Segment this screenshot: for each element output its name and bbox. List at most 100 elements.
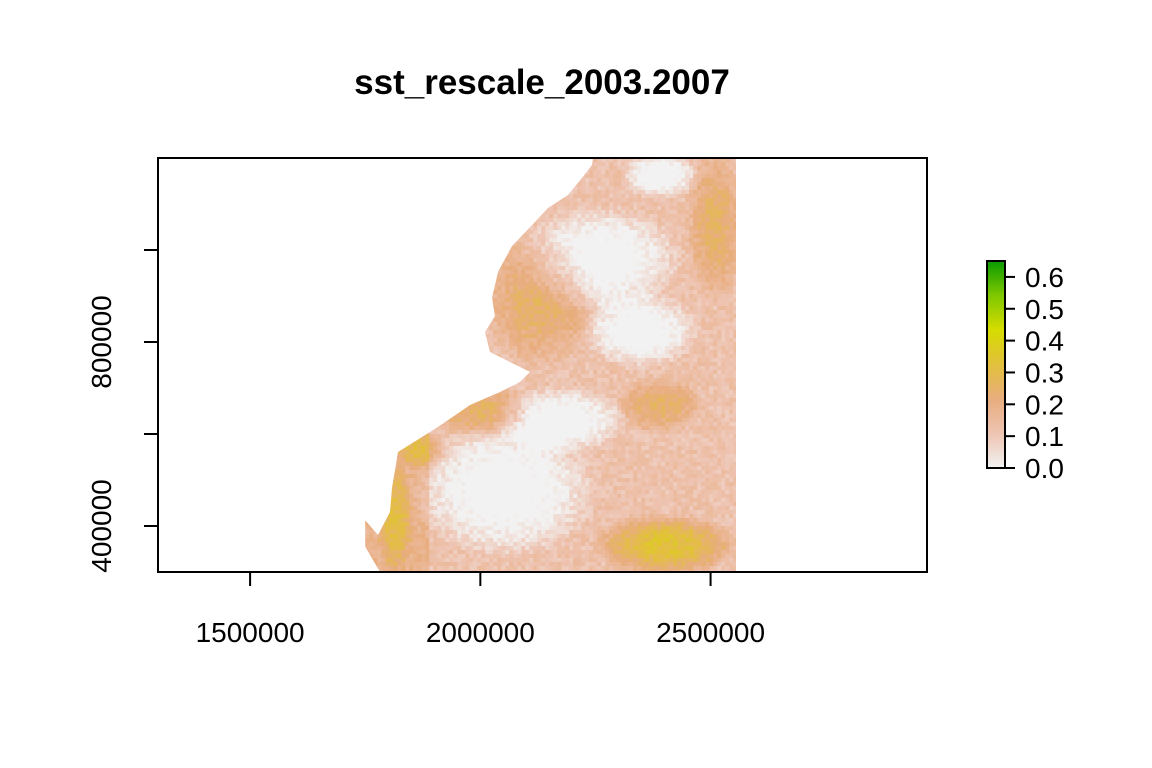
raster-cell (625, 182, 630, 187)
raster-cell (621, 254, 626, 259)
raster-cell (621, 310, 626, 315)
raster-cell (717, 286, 722, 291)
raster-cell (713, 250, 718, 255)
raster-cell (689, 306, 694, 311)
raster-cell (681, 246, 686, 251)
raster-cell (713, 202, 718, 207)
raster-cell (573, 326, 578, 331)
raster-cell (605, 190, 610, 195)
raster-cell (677, 314, 682, 319)
raster-cell (693, 326, 698, 331)
raster-cell (661, 358, 666, 363)
raster-cell (521, 346, 526, 351)
raster-cell (557, 218, 562, 223)
raster-cell (597, 242, 602, 247)
raster-cell (673, 186, 678, 191)
raster-cell (617, 266, 622, 271)
raster-cell (593, 166, 598, 171)
raster-cell (509, 342, 514, 347)
raster-cell (529, 298, 534, 303)
raster-cell (621, 302, 626, 307)
raster-cell (569, 222, 574, 227)
raster-cell (677, 258, 682, 263)
raster-cell (525, 282, 530, 287)
raster-cell (677, 186, 682, 191)
raster-cell (701, 214, 706, 219)
raster-cell (617, 158, 622, 163)
raster-cell (633, 170, 638, 175)
raster-cell (585, 262, 590, 267)
raster-cell (605, 294, 610, 299)
raster-cell (621, 218, 626, 223)
raster-cell (689, 262, 694, 267)
raster-cell (629, 282, 634, 287)
raster-cell (669, 170, 674, 175)
raster-cell (733, 366, 736, 371)
raster-cell (705, 174, 710, 179)
raster-cell (581, 178, 586, 183)
raster-cell (717, 350, 722, 355)
raster-cell (573, 362, 578, 367)
raster-cell (525, 234, 530, 239)
raster-cell (701, 278, 706, 283)
raster-cell (689, 158, 694, 163)
raster-cell (501, 330, 506, 335)
raster-cell (733, 286, 736, 291)
raster-cell (713, 310, 718, 315)
raster-cell (637, 178, 642, 183)
raster-cell (729, 354, 734, 359)
raster-cell (689, 222, 694, 227)
raster-cell (577, 210, 582, 215)
raster-cell (697, 222, 702, 227)
raster-cell (681, 298, 686, 303)
raster-cell (581, 222, 586, 227)
raster-cell (725, 314, 730, 319)
raster-cell (653, 306, 658, 311)
raster-cell (617, 294, 622, 299)
raster-cell (677, 222, 682, 227)
raster-cell (689, 218, 694, 223)
raster-cell (613, 254, 618, 259)
raster-cell (677, 366, 682, 371)
raster-cell (709, 166, 714, 171)
raster-cell (625, 170, 630, 175)
raster-cell (561, 214, 566, 219)
raster-cell (529, 226, 534, 231)
raster-cell (557, 258, 562, 263)
raster-cell (665, 246, 670, 251)
raster-cell (549, 294, 554, 299)
raster-cell (521, 366, 526, 371)
raster-cell (649, 274, 654, 279)
raster-cell (593, 186, 598, 191)
raster-cell (661, 234, 666, 239)
raster-cell (593, 306, 598, 311)
raster-cell (505, 338, 510, 343)
raster-cell (525, 326, 530, 331)
raster-cell (721, 342, 726, 347)
raster-cell (589, 198, 594, 203)
raster-cell (601, 334, 606, 339)
raster-cell (565, 358, 570, 363)
raster-cell (569, 218, 574, 223)
raster-cell (625, 338, 630, 343)
raster-cell (709, 358, 714, 363)
raster-cell (697, 258, 702, 263)
raster-cell (585, 314, 590, 319)
raster-cell (693, 306, 698, 311)
raster-cell (613, 182, 618, 187)
raster-cell (729, 310, 734, 315)
raster-cell (709, 254, 714, 259)
raster-cell (593, 366, 598, 371)
raster-cell (729, 202, 734, 207)
raster-cell (513, 294, 518, 299)
raster-cell (733, 206, 736, 211)
raster-cell (577, 266, 582, 271)
raster-cell (597, 362, 602, 367)
raster-cell (653, 278, 658, 283)
raster-cell (529, 310, 534, 315)
raster-cell (653, 162, 658, 167)
raster-cell (633, 258, 638, 263)
raster-cell (653, 282, 658, 287)
raster-cell (565, 242, 570, 247)
raster-cell (697, 174, 702, 179)
